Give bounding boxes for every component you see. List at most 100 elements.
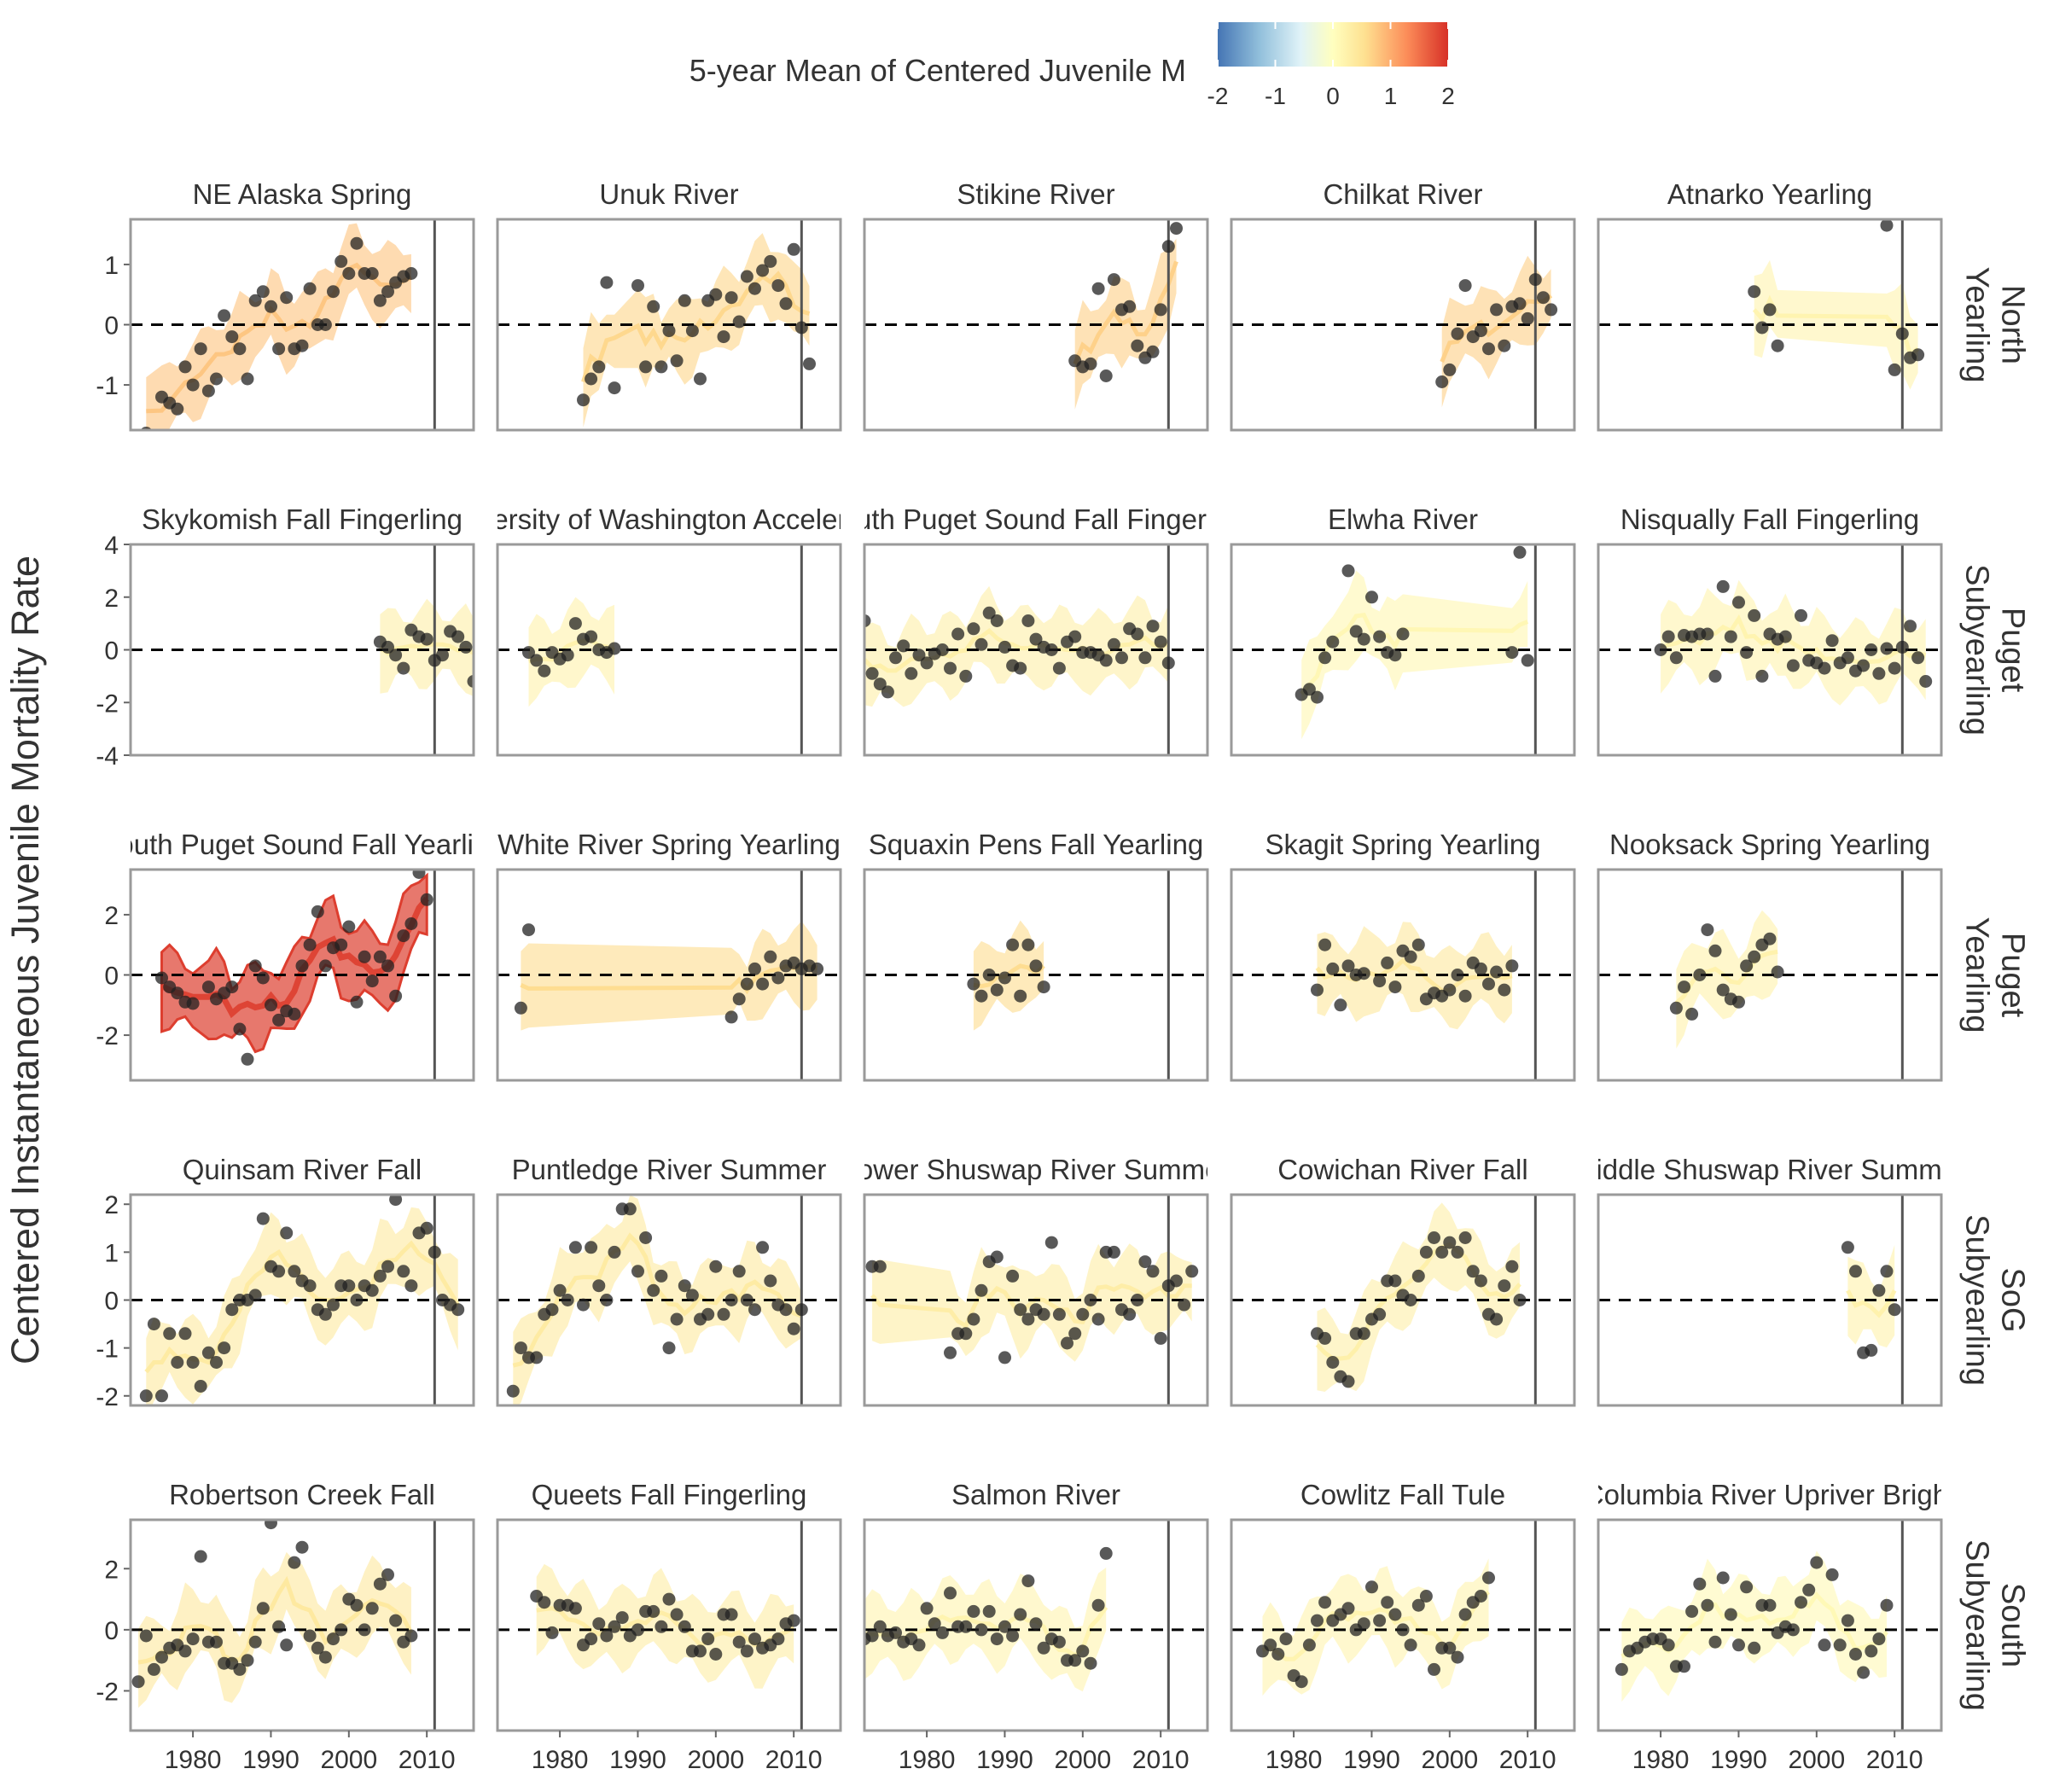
data-point	[748, 1632, 761, 1646]
data-point	[585, 630, 598, 643]
data-point	[1654, 643, 1667, 656]
data-point	[1716, 579, 1730, 593]
data-point	[241, 372, 254, 386]
panel-border	[1230, 218, 1576, 432]
data-point	[1326, 1356, 1340, 1369]
data-point	[1123, 300, 1137, 313]
data-point	[1857, 659, 1871, 672]
data-point	[740, 977, 753, 991]
data-point	[670, 1312, 684, 1326]
credible-band	[513, 1195, 802, 1405]
data-point	[1451, 327, 1464, 340]
data-point	[1911, 348, 1925, 362]
data-point	[1311, 983, 1324, 997]
facet-title: Middle Shuswap River Summer	[1573, 1154, 1967, 1185]
data-point	[420, 1221, 433, 1235]
credible-band	[1262, 1558, 1489, 1696]
data-point	[959, 1620, 973, 1633]
facet-title: Nisqually Fall Fingerling	[1620, 503, 1919, 535]
data-point	[225, 1303, 239, 1317]
data-point	[1865, 643, 1878, 656]
data-point	[280, 291, 294, 305]
data-point	[1388, 649, 1402, 662]
data-point	[1458, 1608, 1472, 1621]
data-point	[1084, 1294, 1097, 1306]
y-tick-label: -2	[96, 689, 119, 718]
row-strip-label: PugetSubyearling	[1959, 564, 2031, 736]
data-point	[1052, 1307, 1066, 1321]
data-point	[1482, 342, 1495, 356]
data-point	[186, 1356, 200, 1369]
data-point	[1872, 1283, 1886, 1297]
data-point	[1474, 324, 1487, 338]
data-point	[1748, 950, 1761, 963]
data-point	[1505, 1260, 1519, 1273]
data-point	[982, 1604, 996, 1618]
data-point	[1451, 1245, 1464, 1259]
data-point	[1037, 980, 1050, 994]
data-point	[1498, 339, 1511, 352]
data-point	[225, 980, 239, 994]
data-point	[1849, 1265, 1862, 1278]
data-point	[787, 1322, 800, 1335]
data-point	[756, 1241, 770, 1254]
data-point	[1833, 1638, 1847, 1652]
data-point	[280, 1226, 294, 1240]
data-point	[318, 1307, 332, 1321]
data-point	[1341, 959, 1355, 973]
data-point	[1748, 1641, 1761, 1655]
data-point	[873, 678, 887, 691]
trend-line	[137, 1575, 414, 1665]
data-point	[1771, 965, 1784, 979]
data-point	[522, 646, 535, 660]
data-point	[1669, 1001, 1683, 1015]
y-tick-label: 0	[104, 1288, 119, 1316]
data-point	[1818, 1638, 1831, 1652]
data-point	[568, 1241, 582, 1254]
trend-line	[1073, 260, 1178, 365]
trend-line	[1674, 949, 1778, 1005]
y-tick-label: -2	[96, 1678, 119, 1706]
x-tick-label: 1990	[1710, 1746, 1767, 1774]
data-point	[1341, 1375, 1355, 1388]
data-point	[756, 977, 770, 991]
data-point	[975, 1623, 988, 1637]
data-point	[1458, 279, 1472, 293]
data-point	[1669, 651, 1683, 665]
data-point	[1880, 642, 1894, 655]
data-point	[1880, 1598, 1894, 1612]
facet-panel: Middle Shuswap River Summer	[1573, 1154, 1967, 1407]
data-point	[1849, 1648, 1862, 1661]
panel-border	[1597, 868, 1943, 1082]
data-point	[404, 917, 418, 930]
data-point	[218, 309, 231, 323]
data-point	[998, 640, 1011, 654]
data-point	[1068, 1654, 1082, 1667]
facet-panel: Cowichan River Fall	[1230, 1154, 1576, 1407]
credible-band	[1317, 1202, 1520, 1392]
panel-border	[863, 543, 1209, 757]
facet-panel: White River Spring Yearling	[496, 829, 842, 1082]
data-point	[982, 606, 996, 620]
y-tick-label: 0	[104, 637, 119, 666]
data-point	[436, 649, 449, 662]
data-point	[647, 1604, 660, 1618]
panel-border	[129, 868, 475, 1082]
credible-band	[1754, 259, 1918, 390]
facet-grid: NorthYearling -1 0 1 NE Alaska Spring Unuk Ri…	[96, 178, 2030, 1774]
data-point	[975, 1283, 988, 1297]
data-point	[724, 1608, 738, 1621]
data-point	[662, 1592, 676, 1606]
data-point	[740, 1294, 753, 1306]
data-point	[1021, 614, 1035, 627]
data-point	[194, 342, 207, 356]
data-point	[1131, 339, 1144, 352]
data-point	[451, 1303, 465, 1317]
data-point	[631, 1623, 644, 1637]
facet-panel: University of Washington Accelerated	[496, 503, 842, 757]
data-point	[318, 318, 332, 331]
data-point	[335, 938, 348, 951]
y-tick-label: 2	[104, 1556, 119, 1584]
y-tick-label: 2	[104, 1191, 119, 1219]
panel-border	[863, 1193, 1209, 1407]
